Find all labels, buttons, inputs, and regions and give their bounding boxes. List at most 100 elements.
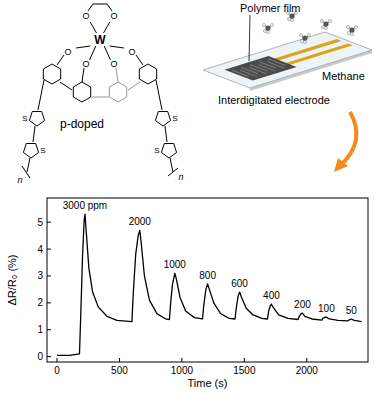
hydrogen (290, 18, 293, 21)
interdigit (232, 70, 249, 76)
bond (90, 22, 96, 33)
hydrogen (263, 29, 266, 32)
atom-label: O (128, 47, 135, 57)
gas-label: Methane (322, 70, 365, 82)
methane-molecule (320, 19, 331, 29)
y-axis-title: ΔR/R₀ (%) (6, 254, 18, 305)
hydrogen (324, 26, 327, 29)
hydrogen (346, 25, 349, 28)
arrow (342, 112, 356, 164)
arrow-head (334, 158, 348, 172)
x-tick-label: 0 (54, 365, 60, 376)
carbon (302, 35, 307, 40)
bond (76, 46, 90, 48)
x-axis-title: Time (s) (188, 377, 228, 389)
atom-label: S (172, 114, 177, 123)
concentration-label: 200 (294, 299, 311, 310)
concentration-label: 50 (346, 305, 358, 316)
bond (60, 82, 72, 90)
carbon (349, 27, 354, 32)
bond (90, 46, 96, 60)
x-tick (244, 358, 245, 362)
bond (40, 80, 44, 100)
y-tick (47, 222, 51, 223)
x-tick (119, 358, 120, 362)
methane-molecule (346, 25, 357, 35)
data-group (57, 214, 362, 355)
bond (107, 4, 112, 11)
leader (249, 15, 250, 61)
y-tick (47, 356, 51, 357)
carbon (289, 13, 294, 18)
x-tick (306, 358, 307, 362)
benzene-ring (43, 64, 60, 84)
benzene-ring (139, 64, 156, 84)
thiophene-ring (161, 144, 176, 159)
film-label: Polymer film (240, 2, 301, 14)
x-tick-label: 2000 (296, 365, 319, 376)
bond (116, 68, 118, 82)
thiophene-ring (23, 144, 38, 159)
atom-label: W (94, 33, 106, 47)
bond (156, 80, 160, 100)
atom-label: O (82, 11, 89, 21)
concentration-label: 600 (231, 278, 248, 289)
interdigit (267, 62, 284, 68)
chart: 0500100015002000012345Time (s)ΔR/R₀ (%)3… (6, 198, 368, 389)
x-tick-label: 1000 (171, 365, 194, 376)
atom-label: O (82, 59, 89, 69)
hydrogen (307, 33, 310, 36)
x-tick (56, 358, 57, 362)
hydrogen (300, 39, 303, 42)
interdigit (240, 70, 257, 76)
benzene-ring (73, 82, 90, 102)
y-tick (47, 302, 51, 303)
bond (93, 4, 107, 5)
electrode-line (266, 43, 352, 70)
figure: WOOOOOOSSnSSnp-dopedPolymer filmMethaneI… (0, 0, 375, 394)
concentration-label: 800 (199, 270, 216, 281)
hydrogen (299, 33, 302, 36)
bond (165, 126, 167, 142)
hydrogen (303, 40, 306, 43)
atom-label: O (110, 59, 117, 69)
methane-molecule (262, 23, 273, 33)
carbon (323, 21, 328, 26)
concentration-label: 3000 ppm (63, 200, 107, 211)
y-tick-label: 5 (37, 217, 43, 228)
hydrogen (270, 23, 273, 26)
bond (110, 46, 124, 48)
bond (170, 158, 173, 172)
hydrogen (262, 23, 265, 26)
bond (33, 126, 35, 142)
interdigit (268, 59, 285, 65)
device: Polymer film Methane Interdigitated electr… (203, 2, 372, 106)
bond (22, 166, 30, 178)
hydrogen (321, 25, 324, 28)
signal-line (57, 214, 362, 355)
atom-label: S (22, 114, 27, 123)
y-tick (47, 329, 51, 330)
bond (168, 168, 178, 176)
electrode-label: Interdigitated electrode (218, 94, 330, 106)
bond (104, 46, 110, 60)
atom-label: S (154, 146, 159, 155)
methane-molecule (299, 33, 310, 43)
interdigit (249, 67, 266, 73)
concentration-label: 100 (318, 303, 335, 314)
x-tick-label: 1500 (233, 365, 256, 376)
y-tick-label: 0 (37, 351, 43, 362)
thiophene-ring (29, 112, 44, 127)
interdigit (258, 65, 275, 71)
carbon (265, 25, 270, 30)
hydrogen (266, 30, 269, 33)
hydrogen (347, 31, 350, 34)
bond (136, 55, 143, 65)
y-tick-label: 1 (37, 324, 43, 335)
y-tick-label: 4 (37, 244, 43, 255)
interdigit (259, 62, 276, 68)
interdigit (250, 64, 267, 70)
bond (104, 22, 110, 33)
bond (57, 55, 64, 65)
bond (82, 68, 84, 82)
